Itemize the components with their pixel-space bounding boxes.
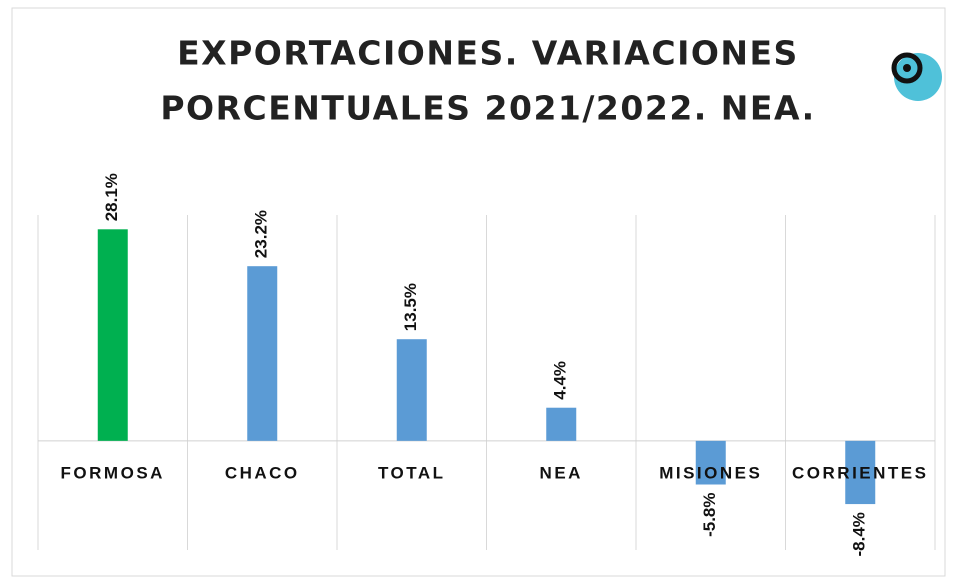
bar: [97, 229, 128, 441]
bar: [396, 339, 427, 441]
logo: [891, 52, 942, 101]
data-label: 13.5%: [401, 283, 420, 331]
x-tick-label: MISIONES: [659, 463, 762, 482]
chart-title: EXPORTACIONES. VARIACIONES: [177, 34, 799, 73]
data-label: -5.8%: [700, 493, 719, 537]
data-label: 4.4%: [551, 361, 570, 400]
bar: [845, 440, 876, 505]
x-tick-label: FORMOSA: [61, 463, 165, 482]
data-label: 23.2%: [252, 210, 271, 258]
x-tick-label: CORRIENTES: [792, 463, 928, 482]
bar: [546, 407, 577, 441]
bar: [695, 440, 726, 485]
x-tick-label: NEA: [540, 463, 583, 482]
x-tick-label: TOTAL: [378, 463, 446, 482]
chart-frame: [11, 7, 946, 577]
chart-title: PORCENTUALES 2021/2022. NEA.: [160, 89, 815, 128]
bar: [247, 266, 278, 441]
data-label: -8.4%: [850, 512, 869, 556]
x-tick-label: CHACO: [225, 463, 300, 482]
data-label: 28.1%: [102, 173, 121, 221]
